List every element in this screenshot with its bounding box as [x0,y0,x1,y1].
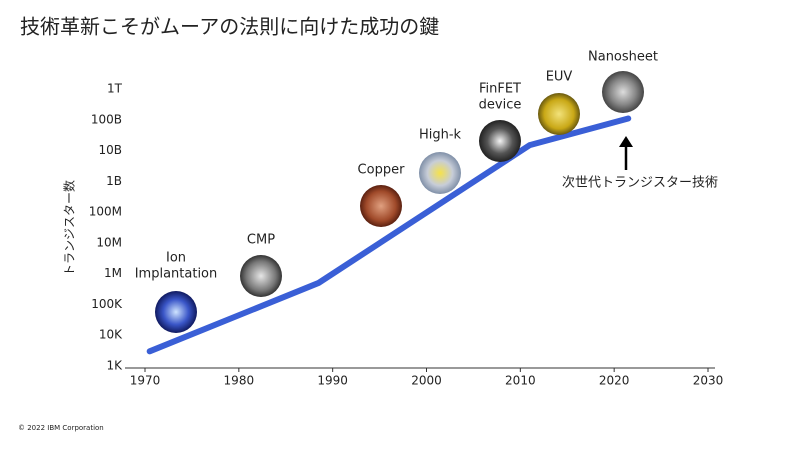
x-tick-label: 2010 [505,374,536,388]
y-axis-label: トランジスター数 [62,180,77,276]
technology-image [479,120,521,162]
x-tick-label: 2020 [599,374,630,388]
annotation-label: EUV [546,70,573,85]
x-tick-label: 1980 [224,374,255,388]
y-tick-label: 1M [104,266,122,280]
x-tick-label: 2030 [693,374,724,388]
y-tick-label: 10K [99,328,123,342]
arrow-note: 次世代トランジスター技術 [562,175,718,191]
y-tick-label: 10M [96,235,122,249]
annotation-label: FinFET [479,82,521,97]
annotation-label: Ion [166,251,186,266]
technology-image [360,185,402,227]
y-tick-label: 10B [98,143,122,157]
technology-image [240,255,282,297]
technology-image [602,71,644,113]
footer: © 2022 IBM Corporation [18,424,104,432]
annotation-label: Implantation [135,267,218,282]
annotation-label: Nanosheet [588,50,658,65]
y-tick-label: 1T [107,82,123,96]
annotation-label: CMP [247,233,275,248]
chart-title: 技術革新こそがムーアの法則に向けた成功の鍵 [20,15,439,39]
y-tick-label: 1B [106,174,122,188]
arrow-head [619,136,633,147]
y-tick-label: 100K [91,297,123,311]
technology-image [155,291,197,333]
y-tick-label: 100B [91,112,122,126]
y-tick-label: 100M [89,205,122,219]
technology-image [419,152,461,194]
annotation-label: device [479,98,522,113]
technology-image [538,93,580,135]
data-line [146,115,632,355]
y-tick-label: 1K [106,359,123,373]
x-tick-label: 2000 [411,374,442,388]
x-tick-label: 1990 [317,374,348,388]
x-tick-label: 1970 [130,374,161,388]
annotation-label: Copper [358,163,406,178]
annotation-label: High-k [419,128,462,143]
